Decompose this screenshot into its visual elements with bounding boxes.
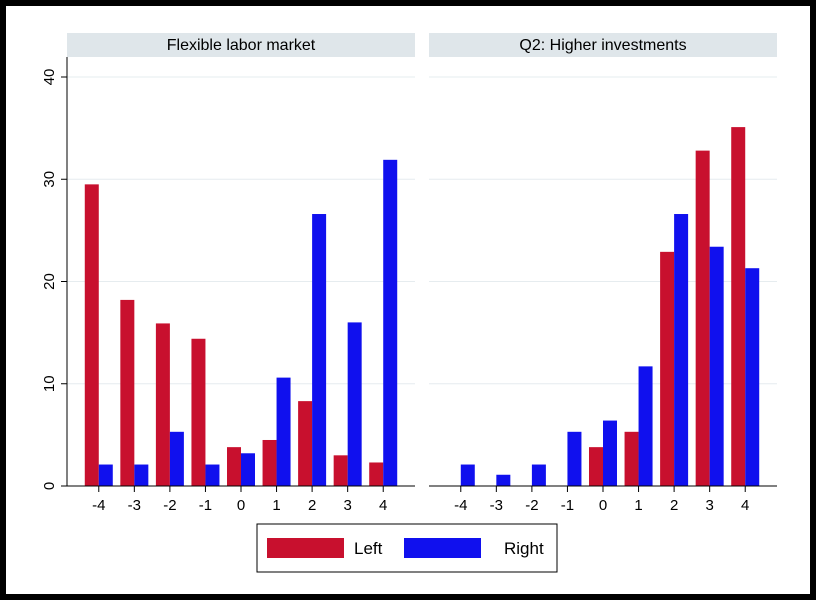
bar-right--1 [205,464,220,486]
bar-right--3 [134,464,149,486]
bar-right--1 [567,431,582,486]
bar-left-0 [589,447,603,486]
panel-title: Q2: Higher investments [519,37,686,54]
panel-title: Flexible labor market [167,37,316,54]
x-tick-label: -4 [92,497,105,514]
x-tick-label: 1 [634,497,642,514]
legend-swatch-right [404,538,481,558]
bar-left-4 [369,462,384,486]
chart-svg: Flexible labor market -4 -3 -2 -1 0 1 2 3 401020… [41,33,777,573]
bar-right--2 [169,431,184,486]
bar-left-0 [227,447,241,486]
bar-left-4 [731,127,746,486]
bar-left-1 [262,439,277,486]
bar-left-2 [660,251,675,486]
y-tick-label: 20 [41,273,58,290]
x-tick-label: -1 [199,497,212,514]
x-tick-label: -3 [490,497,503,514]
legend-label-right: Right [504,539,544,558]
x-tick-label: 1 [272,497,280,514]
bar-right-4 [383,159,398,486]
panel-strip [429,33,777,57]
y-tick-label: 40 [41,69,58,86]
legend-label-left: Left [354,539,383,558]
bar-left-3 [695,150,710,486]
bar-right-3 [709,246,724,486]
panel-flexible-labor-market: Flexible labor market -4 -3 -2 -1 0 1 2 3 401020… [41,33,415,514]
x-tick-label: -2 [525,497,538,514]
x-tick-label: -1 [561,497,574,514]
bar-right-2 [674,214,689,486]
bar-left--4 [84,184,99,487]
chart-frame: Flexible labor market -4 -3 -2 -1 0 1 2 3 4 0 10 20… [6,6,810,594]
bar-right-0 [241,453,255,486]
y-tick-label: 0 [41,482,58,490]
bar-right-1 [638,366,653,486]
bar-right-4 [745,268,760,486]
y-tick-label: 30 [41,171,58,188]
bar-right--4 [460,464,475,486]
x-tick-label: 4 [741,497,749,514]
legend-swatch-left [267,538,344,558]
bar-left-3 [333,455,348,486]
x-tick-label: 0 [237,497,245,514]
y-tick-label: 10 [41,375,58,392]
bar-left-1 [624,431,639,486]
panel-higher-investments: Q2: Higher investments -4 -3 -2 -1 0 1 2 3 4 [429,33,777,514]
x-tick-label: -3 [128,497,141,514]
bar-left-2 [298,401,313,486]
bar-right-2 [312,214,327,486]
x-tick-label: 0 [599,497,607,514]
x-tick-label: 2 [670,497,678,514]
x-tick-label: 4 [379,497,387,514]
x-tick-label: 2 [308,497,316,514]
bar-right--4 [98,464,113,486]
bar-right--2 [531,464,546,486]
bar-left--3 [120,299,135,486]
bar-left--2 [155,323,170,486]
panel-strip [67,33,415,57]
bar-right--3 [496,474,511,486]
x-tick-label: 3 [343,497,351,514]
bar-right-3 [347,322,362,486]
legend: Left Right [256,523,558,573]
bar-left--1 [191,338,206,486]
bar-right-1 [276,377,291,486]
x-tick-label: -4 [454,497,467,514]
x-tick-label: 3 [705,497,713,514]
bar-right-0 [603,420,617,486]
x-tick-label: -2 [163,497,176,514]
